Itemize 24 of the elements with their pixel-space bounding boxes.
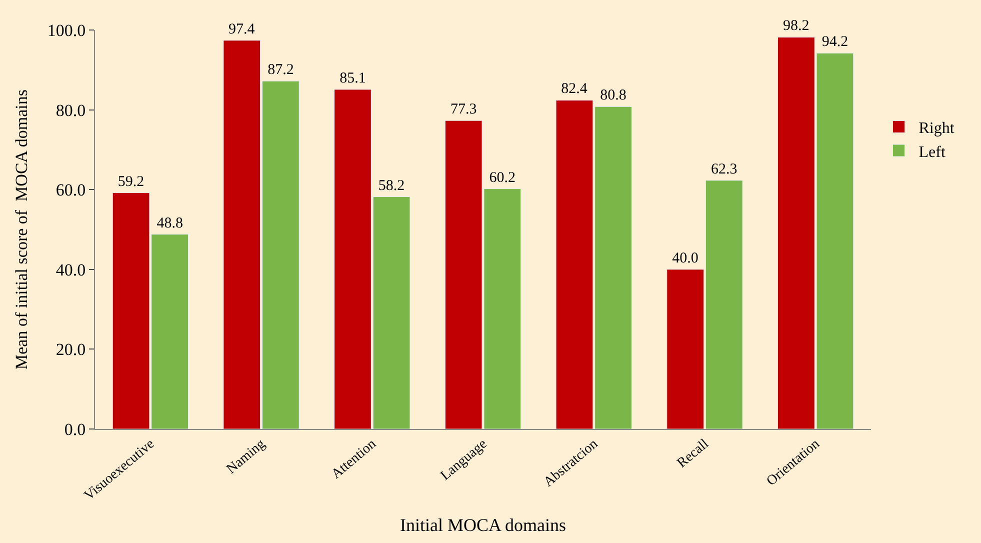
y-tick-label: 40.0 xyxy=(56,260,86,280)
legend-label: Right xyxy=(918,120,955,137)
text: 97.4 xyxy=(228,21,255,38)
text: 80.8 xyxy=(600,88,626,104)
text: 62.3 xyxy=(710,161,738,178)
y-tick-label: 100.0 xyxy=(47,20,86,40)
text: 98.2 xyxy=(783,18,810,34)
text: 94.2 xyxy=(822,34,848,50)
y-tick-label: 0.0 xyxy=(64,420,86,439)
text: 40.0 xyxy=(672,250,698,266)
y-tick-label: 60.0 xyxy=(56,180,86,200)
text: 60.2 xyxy=(489,170,516,186)
text: 59.2 xyxy=(118,174,144,190)
text: 77.3 xyxy=(450,102,477,118)
text: 87.2 xyxy=(268,62,294,78)
y-axis-title: Mean of initial score of MOCA domains xyxy=(12,90,31,370)
text: 85.1 xyxy=(340,70,366,86)
text: 82.4 xyxy=(561,81,588,98)
y-tick-label: 20.0 xyxy=(56,340,86,360)
x-axis-title: Initial MOCA domains xyxy=(400,514,566,535)
text: 48.8 xyxy=(156,215,183,232)
text: 58.2 xyxy=(378,178,405,194)
legend-label: Left xyxy=(918,144,946,161)
y-tick-label: 80.0 xyxy=(56,100,86,120)
